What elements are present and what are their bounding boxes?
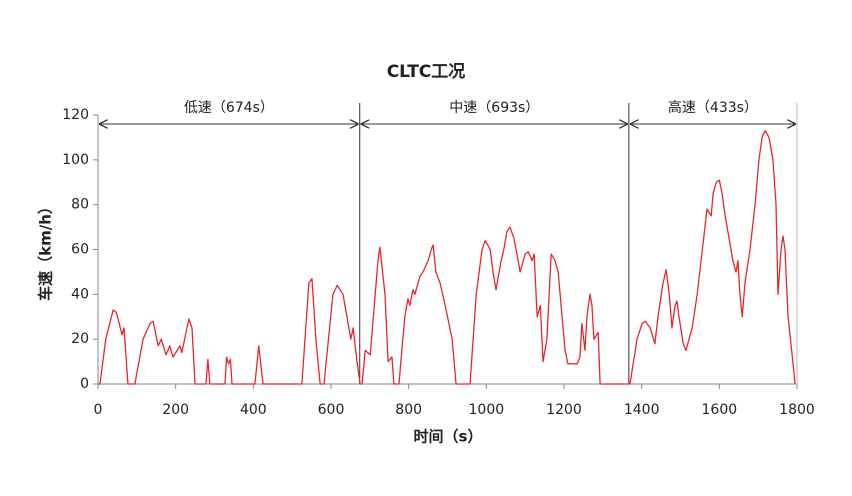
x-tick-label: 0 — [94, 402, 103, 418]
x-tick-label: 1000 — [469, 402, 505, 418]
y-tick-label: 120 — [62, 107, 89, 123]
x-tick-label: 400 — [240, 402, 267, 418]
y-tick-label: 20 — [71, 331, 89, 347]
phase-label: 高速（433s） — [668, 99, 758, 116]
y-axis-label: 车速（km/h） — [37, 199, 55, 301]
x-tick-label: 1200 — [546, 402, 582, 418]
x-tick-label: 1800 — [779, 402, 815, 418]
x-tick-label: 200 — [162, 402, 189, 418]
x-tick-label: 1600 — [702, 402, 738, 418]
y-tick-label: 80 — [71, 197, 89, 213]
x-tick-label: 1400 — [624, 402, 660, 418]
y-tick-label: 100 — [62, 152, 89, 168]
x-tick-label: 600 — [318, 402, 345, 418]
x-axis-label: 时间（s） — [414, 428, 483, 446]
speed-line — [98, 130, 796, 385]
y-tick-label: 0 — [80, 376, 89, 392]
chart-title: CLTC工况 — [387, 62, 466, 82]
y-tick-label: 40 — [71, 286, 89, 302]
phase-label: 中速（693s） — [449, 100, 539, 116]
y-tick-label: 60 — [71, 242, 89, 258]
phase-label: 低速（674s） — [184, 100, 274, 116]
x-tick-label: 800 — [395, 402, 422, 418]
